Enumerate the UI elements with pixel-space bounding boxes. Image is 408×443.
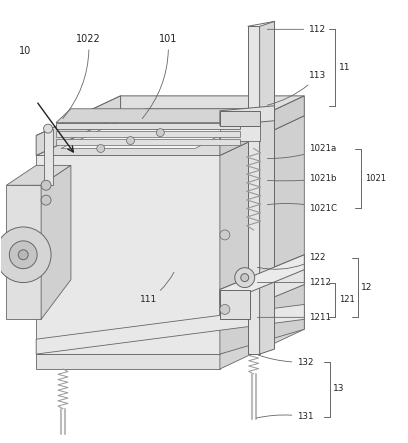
Polygon shape bbox=[220, 116, 304, 354]
Circle shape bbox=[18, 250, 28, 260]
Text: 113: 113 bbox=[267, 71, 326, 105]
Text: 13: 13 bbox=[333, 385, 345, 393]
Polygon shape bbox=[7, 185, 41, 319]
Polygon shape bbox=[220, 111, 259, 126]
Text: 121: 121 bbox=[339, 295, 355, 304]
Circle shape bbox=[235, 268, 255, 288]
Polygon shape bbox=[220, 255, 304, 304]
Text: 1021: 1021 bbox=[365, 174, 386, 183]
Text: 111: 111 bbox=[140, 272, 174, 304]
Polygon shape bbox=[7, 165, 71, 185]
Circle shape bbox=[241, 274, 249, 282]
Circle shape bbox=[156, 128, 164, 136]
Polygon shape bbox=[41, 165, 71, 319]
Text: 131: 131 bbox=[256, 412, 314, 421]
Polygon shape bbox=[248, 26, 259, 354]
Polygon shape bbox=[56, 131, 240, 136]
Text: 1021a: 1021a bbox=[267, 144, 337, 159]
Text: 112: 112 bbox=[267, 25, 326, 34]
Circle shape bbox=[220, 304, 230, 315]
Polygon shape bbox=[220, 290, 250, 319]
Polygon shape bbox=[61, 109, 270, 148]
Polygon shape bbox=[220, 106, 275, 126]
Polygon shape bbox=[36, 304, 304, 354]
Text: 101: 101 bbox=[142, 34, 177, 119]
Polygon shape bbox=[36, 354, 220, 369]
Circle shape bbox=[0, 227, 51, 283]
Polygon shape bbox=[36, 116, 304, 155]
Polygon shape bbox=[259, 21, 275, 354]
Text: 1022: 1022 bbox=[63, 34, 101, 119]
Circle shape bbox=[41, 195, 51, 205]
Polygon shape bbox=[56, 139, 240, 144]
Polygon shape bbox=[36, 155, 220, 354]
Circle shape bbox=[97, 144, 105, 152]
Polygon shape bbox=[36, 315, 304, 354]
Circle shape bbox=[44, 124, 53, 133]
Polygon shape bbox=[36, 96, 304, 136]
Circle shape bbox=[9, 241, 37, 268]
Polygon shape bbox=[36, 96, 121, 155]
Polygon shape bbox=[220, 126, 259, 140]
Text: 12: 12 bbox=[361, 283, 372, 292]
Polygon shape bbox=[56, 123, 240, 128]
Polygon shape bbox=[44, 128, 53, 185]
Polygon shape bbox=[220, 315, 304, 369]
Circle shape bbox=[220, 230, 230, 240]
Circle shape bbox=[41, 180, 51, 190]
Text: 1021C: 1021C bbox=[267, 203, 337, 213]
Polygon shape bbox=[220, 255, 304, 319]
Text: 11: 11 bbox=[339, 62, 350, 72]
Text: 132: 132 bbox=[258, 355, 314, 366]
Polygon shape bbox=[220, 96, 304, 155]
Polygon shape bbox=[248, 21, 275, 26]
Text: 1212: 1212 bbox=[257, 278, 331, 287]
Polygon shape bbox=[56, 109, 255, 123]
Text: 1021b: 1021b bbox=[267, 174, 337, 183]
Circle shape bbox=[126, 136, 135, 144]
Text: 10: 10 bbox=[19, 46, 31, 56]
Text: 122: 122 bbox=[257, 253, 326, 269]
Text: 1211: 1211 bbox=[257, 313, 331, 322]
